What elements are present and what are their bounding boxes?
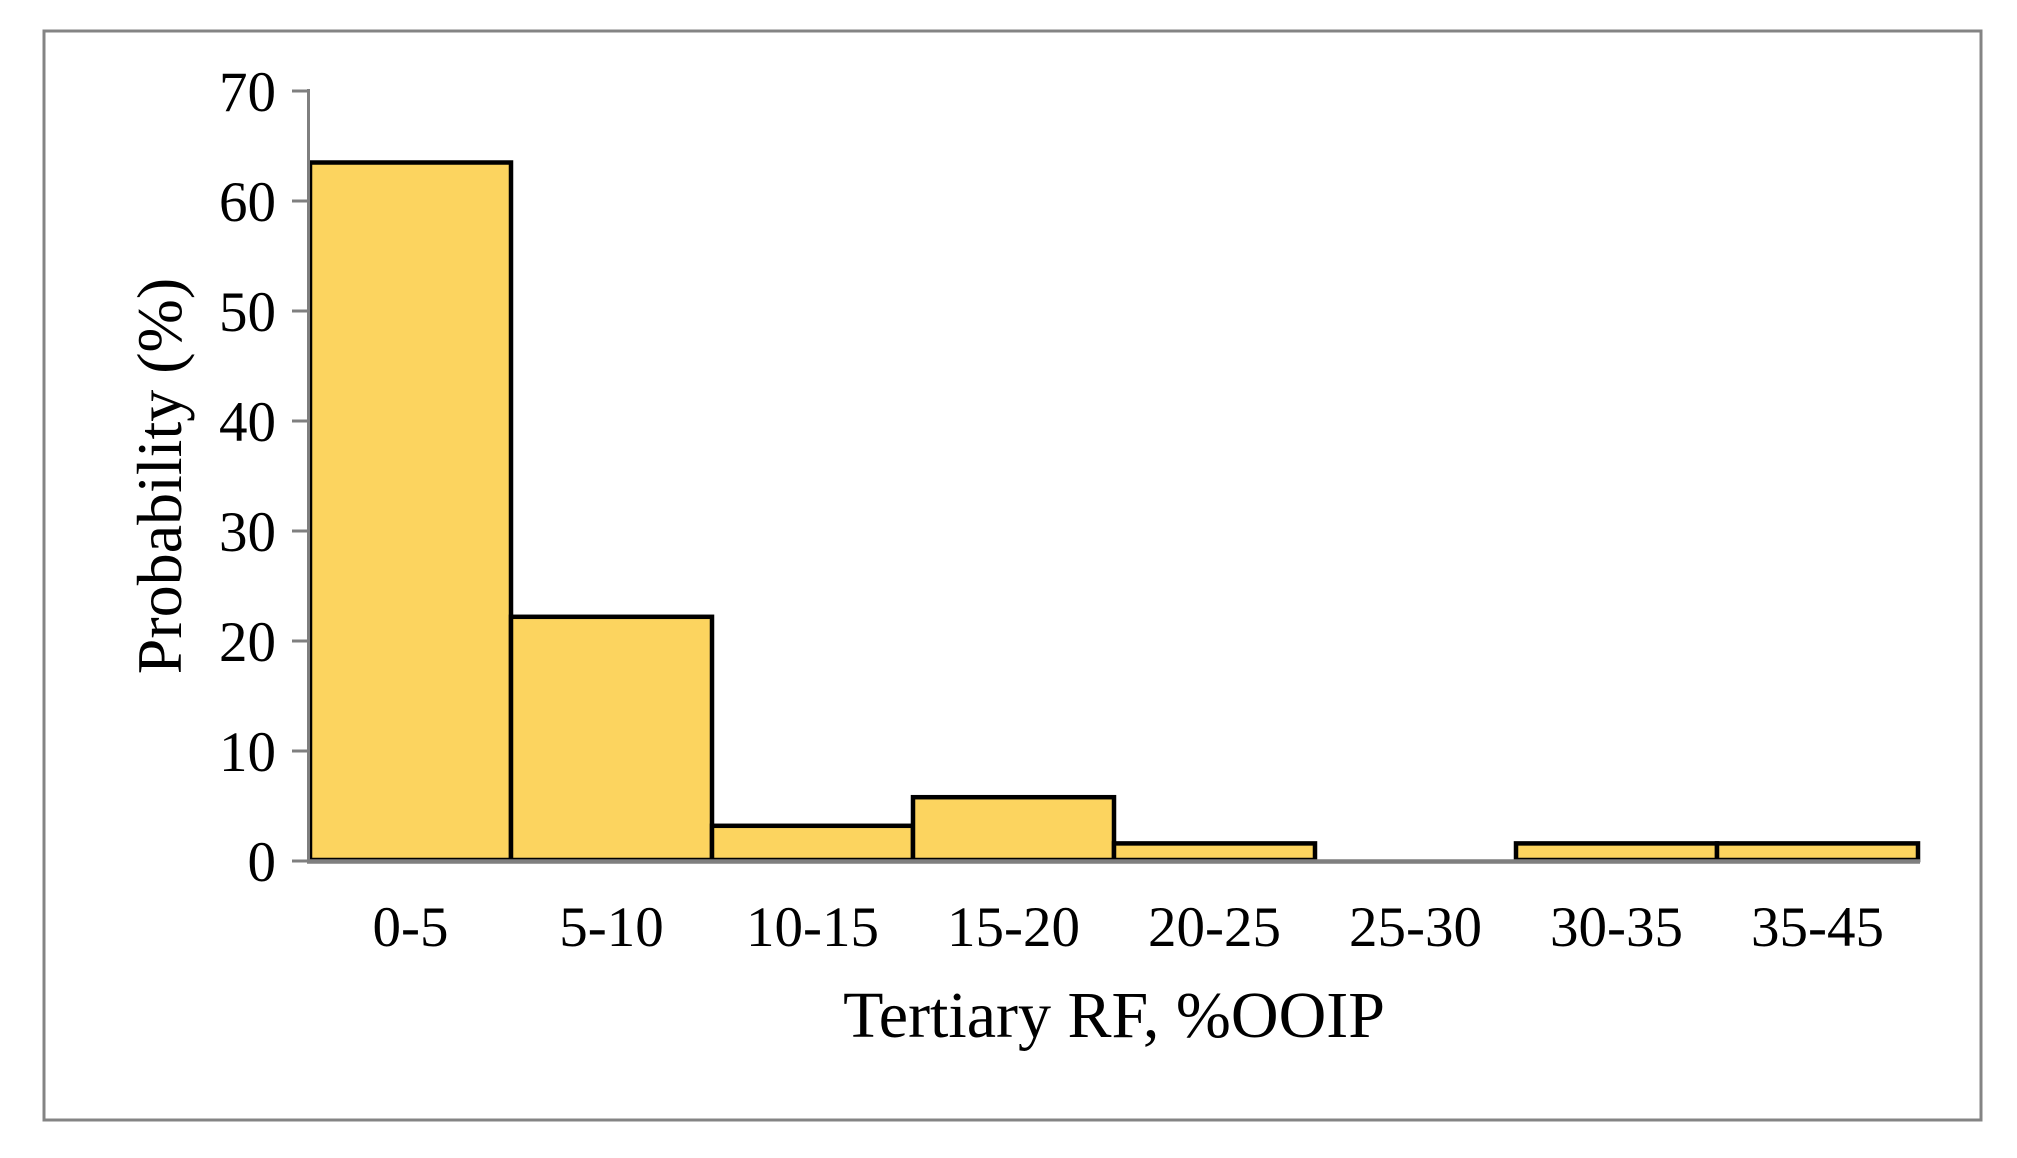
x-category-label: 25-30 [1349, 896, 1482, 959]
y-tick-label: 20 [219, 611, 276, 674]
y-tick-label: 60 [219, 171, 276, 234]
bar-5-10 [508, 614, 715, 863]
bar-0-5 [307, 160, 514, 863]
x-category-label: 10-15 [746, 896, 879, 959]
x-category-label: 0-5 [373, 896, 449, 959]
labels-layer: 0 10 20 30 40 50 60 70 0-5 5-10 10-15 15-20 20-25 25-… [219, 61, 1884, 959]
y-tick-label: 10 [219, 721, 276, 784]
bar-10-15 [709, 823, 916, 863]
bars-layer [307, 160, 1921, 863]
figure-border [42, 29, 1983, 1122]
x-category-label: 20-25 [1148, 896, 1281, 959]
y-tick-label: 70 [219, 61, 276, 124]
x-category-label: 15-20 [947, 896, 1080, 959]
y-tick-label: 0 [248, 831, 277, 894]
y-axis-title: Probability (%) [124, 278, 195, 674]
x-category-label: 30-35 [1550, 896, 1683, 959]
y-tick-label: 30 [219, 501, 276, 564]
bar-20-25 [1111, 841, 1318, 863]
x-axis-title: Tertiary RF, %OOIP [843, 979, 1385, 1052]
bar-30-35 [1513, 841, 1720, 863]
x-category-label: 35-45 [1751, 896, 1884, 959]
y-tick-label: 40 [219, 391, 276, 454]
axes-layer [292, 89, 1920, 864]
bar-35-45 [1714, 841, 1921, 863]
y-tick-label: 50 [219, 281, 276, 344]
bar-15-20 [910, 794, 1117, 863]
x-category-label: 5-10 [559, 896, 663, 959]
